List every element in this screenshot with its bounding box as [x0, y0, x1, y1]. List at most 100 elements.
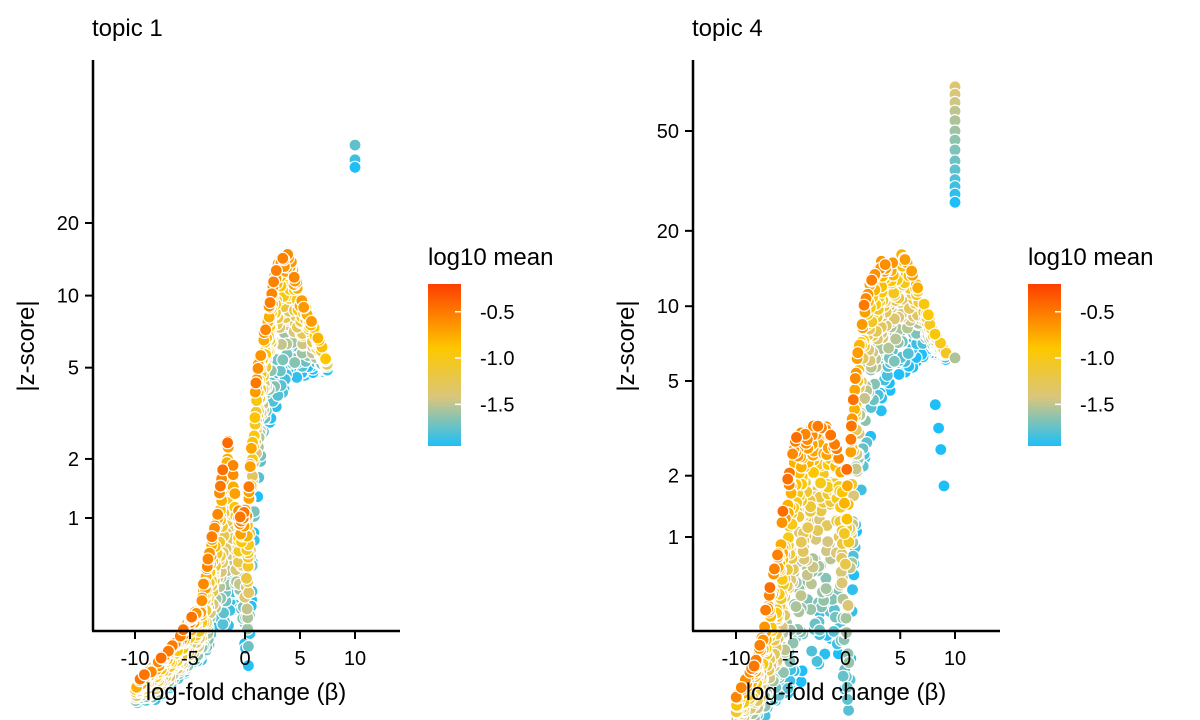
scatter-point — [839, 611, 853, 625]
scatter-point — [904, 264, 919, 278]
scatter-point — [794, 588, 808, 603]
chart-title: topic 1 — [92, 15, 163, 42]
scatter-point — [841, 598, 855, 613]
scatter-point — [185, 610, 199, 624]
scatter-point — [195, 594, 209, 608]
scatter-point — [249, 376, 263, 390]
scatter-point — [276, 251, 290, 265]
scatter-point — [844, 432, 858, 446]
scatter-point — [211, 507, 225, 521]
scatter-point — [269, 263, 283, 278]
legend-ticks: -0.5 -1.0 -1.5 — [1055, 302, 1114, 416]
scatter-point — [921, 308, 935, 322]
y-axis-label: |z-score| — [613, 300, 640, 391]
legend-tick-label: -1.0 — [1080, 348, 1114, 370]
scatter-point — [241, 659, 255, 673]
scatter-point — [948, 143, 962, 157]
legend-tick-label: -0.5 — [480, 302, 514, 324]
scatter-point — [931, 421, 946, 435]
scatter-point — [348, 138, 362, 152]
x-tick-label: 5 — [294, 648, 305, 670]
scatter-point — [242, 586, 256, 600]
scatter-point — [196, 577, 211, 591]
chart-title: topic 4 — [692, 15, 763, 42]
y-tick-label: 50 — [657, 121, 679, 143]
y-ticks: 1 2 5 10 20 — [57, 213, 93, 530]
scatter-point — [205, 530, 219, 544]
scatter-point — [789, 430, 804, 444]
scatter-point — [775, 515, 789, 530]
colorbar — [1028, 284, 1061, 446]
scatter-point — [785, 447, 800, 461]
scatter-point — [892, 367, 906, 381]
x-axis-label: log-fold change (β) — [746, 679, 947, 706]
points-layer — [128, 138, 362, 710]
scatter-point — [789, 599, 803, 614]
y-tick-label: 1 — [668, 527, 679, 549]
x-axis-label: log-fold change (β) — [146, 679, 347, 706]
scatter-point — [819, 581, 833, 596]
scatter-point — [845, 583, 860, 597]
scatter-point — [934, 442, 948, 457]
scatter-point — [228, 487, 242, 501]
scatter-point — [233, 510, 247, 524]
scatter-point — [240, 602, 254, 616]
scatter-point — [781, 472, 795, 486]
scatter-point — [304, 314, 319, 328]
legend-tick-label: -1.5 — [1080, 394, 1114, 416]
scatter-point — [801, 520, 815, 535]
legend-title: log10 mean — [428, 244, 553, 271]
scatter-point — [844, 419, 859, 433]
scatter-point — [837, 496, 852, 510]
x-tick-label: -10 — [121, 648, 150, 670]
scatter-point — [837, 526, 852, 541]
scatter-point — [838, 557, 853, 571]
scatter-point — [239, 571, 254, 585]
scatter-point — [248, 411, 262, 425]
scatter-point — [928, 327, 942, 341]
scatter-point — [276, 353, 290, 367]
x-tick-label: 10 — [344, 648, 366, 670]
scatter-point — [840, 479, 855, 493]
scatter-point — [855, 317, 869, 331]
x-ticks: -10 -5 0 5 10 — [722, 631, 966, 670]
scatter-point — [901, 347, 915, 361]
scatter-point — [911, 281, 925, 295]
scatter-point — [348, 160, 362, 174]
x-tick-label: 5 — [895, 648, 906, 670]
legend-ticks: -0.5 -1.0 -1.5 — [455, 302, 514, 416]
scatter-point — [889, 332, 903, 346]
legend-title: log10 mean — [1028, 244, 1153, 271]
y-tick-label: 20 — [57, 213, 79, 235]
chart-panel-topic-1: topic 1 -10 -5 0 5 10 1 2 5 10 20 log-fold chang… — [13, 15, 400, 710]
scatter-point — [251, 361, 265, 375]
y-tick-label: 20 — [657, 221, 679, 243]
scatter-point — [287, 270, 301, 284]
scatter-point — [297, 300, 311, 314]
x-tick-label: -5 — [181, 648, 199, 670]
x-tick-label: 10 — [944, 648, 966, 670]
scatter-point — [840, 680, 854, 694]
scatter-point — [254, 348, 268, 363]
scatter-point — [241, 622, 255, 636]
scatter-point — [288, 355, 302, 370]
scatter-point — [948, 351, 962, 365]
scatter-point — [937, 479, 951, 493]
scatter-point — [928, 398, 942, 412]
scatter-point — [824, 428, 838, 442]
scatter-point — [948, 195, 962, 209]
scatter-point — [767, 562, 782, 576]
scatter-point — [835, 576, 849, 590]
scatter-point — [821, 534, 835, 549]
scatter-point — [267, 275, 281, 289]
y-tick-label: 2 — [68, 449, 79, 471]
scatter-point — [201, 552, 215, 566]
scatter-point — [848, 371, 862, 386]
y-tick-label: 10 — [657, 296, 679, 318]
scatter-point — [259, 323, 273, 337]
scatter-point — [770, 548, 785, 562]
scatter-point — [851, 346, 865, 360]
x-tick-label: -5 — [782, 648, 800, 670]
chart-panel-topic-4: topic 4 -10 -5 0 5 10 1 2 5 10 20 50 log-fold cha… — [613, 15, 1000, 720]
y-tick-label: 2 — [668, 466, 679, 488]
